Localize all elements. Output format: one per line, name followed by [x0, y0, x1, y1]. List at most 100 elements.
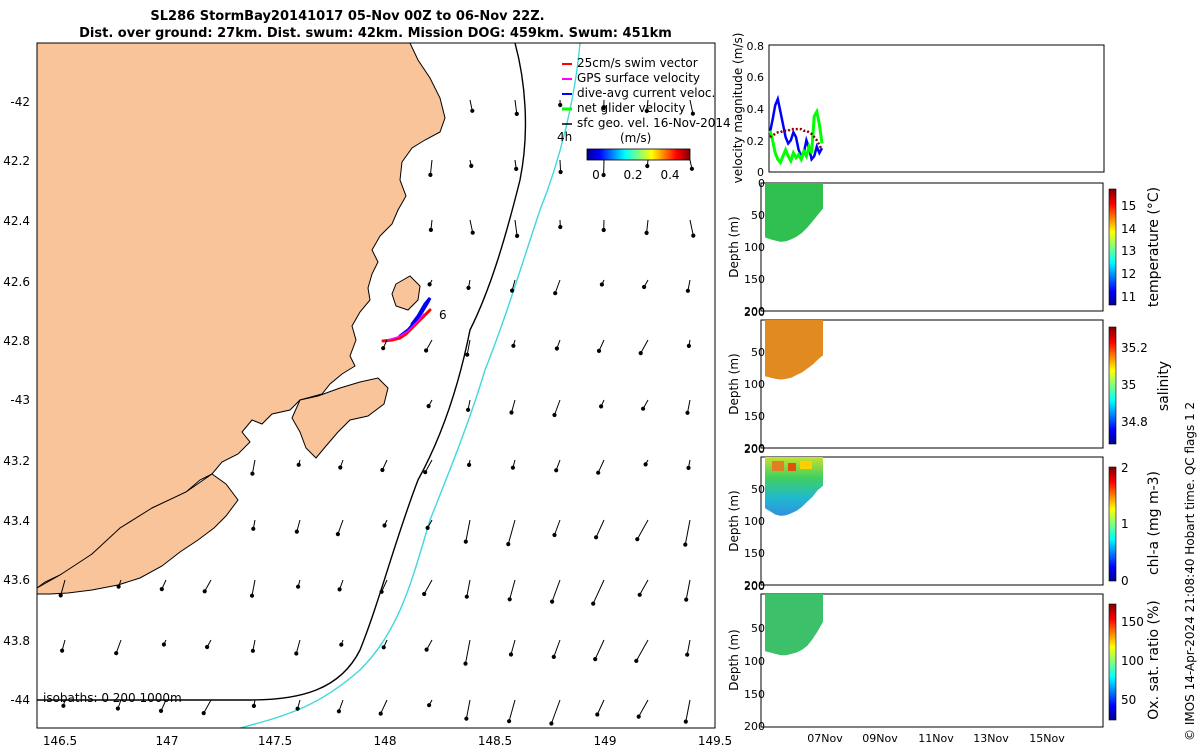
depth-tick: 150 [744, 547, 765, 560]
velocity-arrow-head [549, 721, 554, 726]
velocity-arrow [511, 399, 516, 413]
velocity-arrow-head [466, 407, 471, 412]
velocity-arrow [465, 699, 471, 719]
velocity-arrow-head [552, 532, 557, 538]
velocity-arrow-head [116, 584, 121, 589]
velocity-arrow-head [690, 111, 696, 116]
tasmania-landmass [37, 43, 446, 589]
velocity-arrow-head [465, 352, 470, 357]
velocity-arrow-head [337, 587, 342, 592]
salinity-ylabel: Depth (m) [727, 353, 741, 414]
velocity-arrow [466, 339, 471, 355]
cbar-tick: 150 [1121, 615, 1144, 629]
velocity-arrow [550, 699, 561, 724]
velocity-arrow-head [424, 348, 429, 353]
velocity-arrow-head [509, 288, 515, 293]
cbar-tick: 50 [1121, 693, 1136, 707]
lon-tick: 149 [594, 734, 617, 748]
depth-tick: 200 [744, 305, 765, 318]
salinity-colorbar [1108, 326, 1117, 445]
cbar-tick: 11 [1121, 290, 1136, 304]
velocity-arrow-head [381, 645, 386, 650]
velocity-arrow-head [464, 716, 469, 721]
lat-tick: 42.4 [3, 214, 30, 228]
velocity-arrow-head [202, 589, 207, 594]
velocity-arrow-head [463, 661, 468, 666]
velocity-arrow-head [553, 291, 558, 296]
velocity-arrow [204, 579, 212, 592]
depth-tick: 100 [744, 378, 765, 391]
velocity-arrow-head [591, 601, 596, 606]
velocity-arrow-head [641, 406, 646, 411]
velocity-arrow-head [58, 593, 63, 598]
oxygen-yaxis: 200 50 100 150 200 [744, 580, 765, 733]
lat-tick: 42.8 [3, 334, 30, 348]
temperature-section-fill [765, 183, 823, 242]
velocity-arrow-head [159, 587, 164, 592]
chla-yaxis: 200 50 100 150 200 [744, 443, 765, 592]
velocity-arrow-head [636, 714, 641, 719]
velocity-arrow-head [335, 532, 340, 537]
cbar-tick: 14 [1121, 222, 1136, 236]
depth-tick: 0 [758, 177, 765, 190]
peninsula-landmass [291, 377, 389, 459]
velocity-arrow [509, 579, 516, 600]
time-tick: 09Nov [862, 732, 898, 745]
lat-tick: 43.8 [3, 634, 30, 648]
velocity-arrow-head [251, 703, 256, 709]
velocity-arrow-head [424, 647, 429, 652]
velocity-arrow-head [511, 343, 516, 348]
chla-surface-patches [772, 461, 812, 471]
cbar-tick: 100 [1121, 654, 1144, 668]
velocity-arrow-head [114, 651, 119, 656]
colorbar-tick: 0.2 [623, 168, 642, 182]
depth-tick: 100 [744, 515, 765, 528]
lat-tick: -42 [10, 95, 30, 109]
velocity-arrow-head [467, 462, 472, 467]
velocity-arrow [465, 639, 471, 664]
velocity-arrow [115, 639, 122, 654]
velocity-arrow [553, 639, 561, 658]
velocity-arrow-head [550, 599, 555, 604]
depth-tick: 100 [744, 655, 765, 668]
velocity-arrow-head [427, 703, 432, 708]
velocity-arrow [639, 579, 649, 596]
velocity-arrow [689, 219, 694, 236]
lat-tick: 42.2 [3, 154, 30, 168]
velocity-arrow [465, 519, 471, 542]
figure-title-line2: Dist. over ground: 27km. Dist. swum: 42k… [79, 26, 672, 41]
velocity-arrow-head [514, 166, 519, 171]
velocity-arrow-head [382, 523, 387, 528]
temperature-colorbar [1108, 188, 1117, 306]
velocity-arrow-head [558, 102, 563, 108]
map-panel: 6 146.5 147 147.5 148 148.5 149 149.5 -4… [3, 42, 732, 748]
velocity-arrow [337, 519, 344, 535]
velocity-arrow [684, 519, 691, 545]
velocity-arrow [554, 519, 561, 536]
cbar-tick: 1 [1121, 517, 1129, 531]
velocity-arrow-head [508, 652, 514, 657]
oxygen-cbar-ticks: 150 100 50 [1121, 615, 1144, 707]
velocity-arrow-head [379, 589, 384, 594]
southern-landmass [37, 473, 239, 595]
velocity-arrow [594, 639, 605, 660]
velocity-arrow [635, 639, 649, 662]
velocity-arrow-head [158, 708, 164, 714]
colorbar-tick: 0 [592, 168, 600, 182]
lon-tick: 149.5 [698, 734, 732, 748]
legend-label-current: dive-avg current veloc. [577, 86, 715, 100]
velocity-arrow-head [685, 652, 690, 657]
velocity-arrow [429, 159, 433, 175]
lon-tick: 147 [156, 734, 179, 748]
velocity-arrow [381, 579, 388, 593]
velocity-arrow-head [161, 642, 166, 647]
cbar-tick: 34.8 [1121, 415, 1148, 429]
velocity-arrow-head [61, 703, 66, 708]
velocity-arrow [551, 579, 561, 602]
velocity-arrow [685, 579, 691, 600]
velocity-arrow-head [466, 285, 471, 290]
oxygen-panel: Depth (m) 200 50 100 150 200 150 100 50 … [727, 580, 1162, 733]
chla-colorbar [1108, 466, 1117, 582]
velocity-arrow-head [552, 412, 557, 418]
velocity-arrow-head [205, 644, 210, 650]
